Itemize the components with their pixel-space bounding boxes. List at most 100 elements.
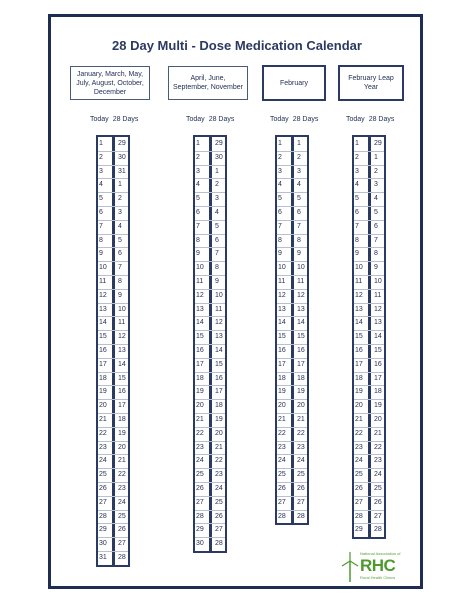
row-line bbox=[195, 495, 225, 497]
row-line bbox=[98, 261, 128, 263]
day28-cell: 1 bbox=[215, 167, 219, 175]
day28-cell: 18 bbox=[374, 388, 382, 396]
row-line bbox=[98, 523, 128, 525]
today-cell: 7 bbox=[355, 222, 359, 230]
row-line bbox=[277, 150, 307, 152]
row-line bbox=[98, 468, 128, 470]
row-line bbox=[277, 178, 307, 180]
row-line bbox=[277, 440, 307, 442]
row-line bbox=[98, 413, 128, 414]
today-cell: 21 bbox=[99, 416, 107, 423]
today-cell: 8 bbox=[278, 236, 282, 244]
today-cell: 18 bbox=[99, 374, 107, 382]
day28-cell: 28 bbox=[374, 526, 382, 534]
today-cell: 13 bbox=[355, 305, 363, 313]
day28-cell: 8 bbox=[297, 236, 301, 244]
day28-cell: 4 bbox=[297, 181, 301, 189]
day28-cell: 30 bbox=[215, 153, 223, 161]
row-line bbox=[98, 206, 128, 207]
row-line bbox=[277, 344, 307, 345]
row-line bbox=[354, 371, 384, 373]
day28-cell: 6 bbox=[215, 236, 219, 244]
row-line bbox=[195, 371, 225, 373]
row-line bbox=[195, 178, 225, 180]
today-cell: 1 bbox=[355, 140, 359, 147]
today-cell: 11 bbox=[196, 278, 204, 285]
row-line bbox=[98, 219, 128, 221]
day28-cell: 8 bbox=[215, 264, 219, 272]
row-line bbox=[195, 482, 225, 483]
today-cell: 16 bbox=[355, 347, 363, 354]
row-line bbox=[195, 316, 225, 318]
day28-cell: 12 bbox=[374, 305, 382, 313]
row-line bbox=[277, 302, 307, 304]
column-heading: Today 28 Days bbox=[90, 116, 142, 123]
day28-cell: 25 bbox=[297, 471, 305, 479]
today-cell: 18 bbox=[278, 374, 286, 382]
today-cell: 1 bbox=[196, 140, 200, 147]
today-cell: 26 bbox=[99, 485, 107, 492]
row-line bbox=[195, 537, 225, 539]
day28-cell: 28 bbox=[118, 554, 126, 561]
day28-cell: 14 bbox=[374, 333, 382, 341]
today-cell: 13 bbox=[196, 305, 204, 313]
row-line bbox=[354, 178, 384, 180]
column-divider bbox=[368, 137, 371, 538]
day28-cell: 30 bbox=[118, 153, 126, 161]
day28-cell: 2 bbox=[118, 195, 122, 203]
day28-cell: 17 bbox=[215, 388, 223, 396]
logo-name: RHC bbox=[360, 556, 396, 575]
row-line bbox=[277, 288, 307, 290]
day28-cell: 22 bbox=[374, 443, 382, 451]
row-line bbox=[277, 371, 307, 373]
row-line bbox=[195, 413, 225, 414]
today-cell: 12 bbox=[355, 291, 363, 299]
today-cell: 18 bbox=[355, 374, 363, 382]
day28-cell: 12 bbox=[118, 333, 126, 341]
row-line bbox=[98, 178, 128, 180]
row-line bbox=[195, 302, 225, 304]
page-title: 28 Day Multi - Dose Medication Calendar bbox=[112, 38, 362, 53]
day28-cell: 3 bbox=[215, 195, 219, 203]
row-line bbox=[354, 454, 384, 456]
row-line bbox=[354, 288, 384, 290]
days-label: 28 Days bbox=[292, 116, 319, 123]
day28-cell: 25 bbox=[215, 498, 223, 506]
today-cell: 16 bbox=[278, 347, 286, 354]
day28-cell: 27 bbox=[118, 540, 126, 548]
day28-cell: 7 bbox=[374, 236, 378, 244]
today-cell: 28 bbox=[99, 512, 107, 520]
row-line bbox=[277, 233, 307, 235]
today-cell: 11 bbox=[355, 278, 363, 285]
today-label: Today bbox=[270, 116, 289, 123]
row-line bbox=[354, 261, 384, 263]
today-cell: 14 bbox=[99, 319, 107, 327]
row-line bbox=[195, 523, 225, 525]
row-line bbox=[277, 219, 307, 221]
day28-cell: 3 bbox=[118, 209, 122, 216]
row-line bbox=[98, 288, 128, 290]
row-line bbox=[98, 426, 128, 428]
day28-cell: 11 bbox=[215, 305, 223, 313]
today-label: Today bbox=[346, 116, 365, 123]
today-cell: 6 bbox=[355, 209, 359, 216]
today-cell: 5 bbox=[99, 195, 103, 203]
row-line bbox=[98, 371, 128, 373]
day28-cell: 14 bbox=[118, 360, 126, 368]
today-cell: 4 bbox=[355, 181, 359, 189]
day28-cell: 10 bbox=[118, 305, 126, 313]
logo-tagline: National Association of bbox=[360, 551, 401, 556]
today-cell: 11 bbox=[99, 278, 107, 285]
day28-cell: 13 bbox=[215, 333, 223, 341]
today-label: Today bbox=[90, 116, 109, 123]
row-line bbox=[195, 344, 225, 345]
today-cell: 22 bbox=[196, 429, 204, 437]
calendar-column: 1 29 2 30 3 1 4 2 5 3 6 4 7 5 8 6 9 7 10 8 11 9 12 10 13 11 14 12 15… bbox=[193, 135, 227, 553]
day28-cell: 4 bbox=[374, 195, 378, 203]
today-cell: 24 bbox=[355, 457, 363, 465]
day28-cell: 13 bbox=[297, 305, 305, 313]
day28-cell: 28 bbox=[215, 540, 223, 548]
day28-cell: 1 bbox=[297, 140, 301, 147]
day28-cell: 10 bbox=[374, 278, 382, 285]
day28-cell: 27 bbox=[297, 498, 305, 506]
